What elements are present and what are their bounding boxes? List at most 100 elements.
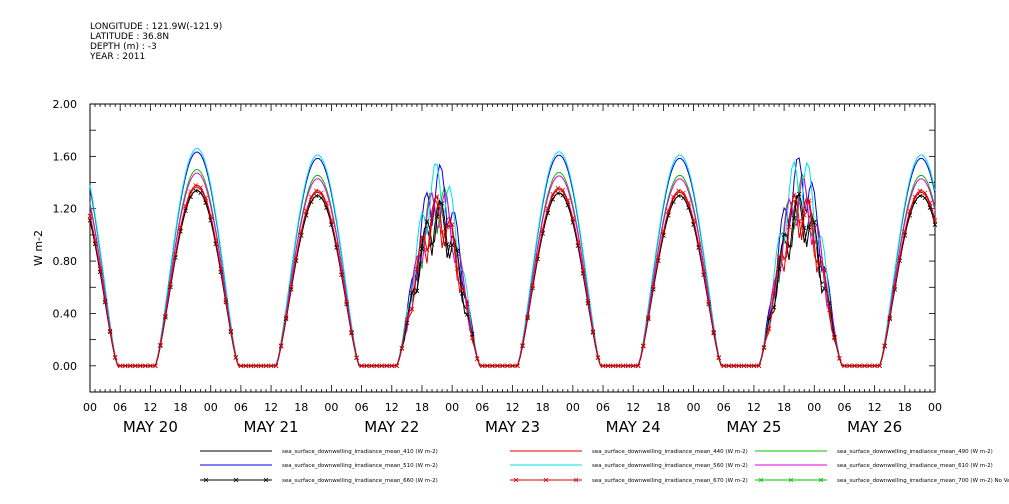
series-marker	[912, 194, 918, 200]
series-marker	[263, 363, 269, 369]
series-marker	[148, 363, 153, 369]
series-marker	[309, 194, 314, 200]
series-marker	[198, 185, 203, 190]
legend-swatch-marker	[263, 477, 269, 483]
series-marker	[907, 208, 913, 214]
legend-label: sea_surface_downwelling_irradiance_mean_…	[592, 463, 748, 469]
series-marker	[334, 241, 339, 247]
legend-swatch-marker	[233, 477, 239, 483]
series-marker	[178, 225, 183, 230]
legend-swatch-marker	[543, 477, 549, 483]
series-marker	[122, 363, 128, 369]
series-marker	[610, 363, 616, 369]
series-marker	[480, 363, 485, 369]
legend-label: sea_surface_downwelling_irradiance_mean_…	[837, 463, 993, 469]
series-marker	[464, 301, 470, 307]
series-marker	[691, 218, 696, 223]
x-tick-label: 12	[143, 401, 157, 414]
series-marker	[278, 343, 284, 348]
x-tick-label: 12	[385, 401, 399, 414]
x-tick-label: 00	[445, 401, 459, 414]
series-marker	[696, 241, 701, 247]
series-marker	[389, 363, 395, 369]
y-axis-label: W m-2	[32, 230, 45, 266]
series-marker	[198, 190, 203, 196]
series-marker	[706, 299, 711, 305]
series-marker	[661, 229, 666, 234]
series-marker	[560, 193, 566, 198]
series-marker	[117, 363, 123, 369]
series-marker	[409, 306, 415, 312]
x-tick-label: 00	[204, 401, 218, 414]
series-marker	[550, 192, 556, 197]
series-marker	[138, 363, 143, 369]
x-tick-label: 12	[747, 401, 761, 414]
series-marker	[716, 355, 722, 360]
legend-label: sea_surface_downwelling_irradiance_mean_…	[592, 478, 748, 484]
series-marker	[822, 285, 827, 291]
series-marker	[288, 284, 294, 290]
series-marker	[92, 237, 98, 243]
series-marker	[485, 363, 490, 369]
legend-label: sea_surface_downwelling_irradiance_mean_…	[282, 478, 438, 484]
series-marker	[298, 229, 304, 234]
series-marker	[640, 343, 646, 348]
series-marker	[293, 255, 299, 260]
series-marker	[218, 266, 224, 272]
series-marker	[922, 190, 928, 196]
series-marker	[630, 363, 636, 369]
series-marker	[404, 317, 410, 323]
series-marker	[781, 232, 787, 237]
x-tick-label: 00	[324, 401, 338, 414]
x-tick-label: 06	[837, 401, 851, 414]
series-marker	[686, 200, 691, 206]
x-tick-label: 18	[898, 401, 912, 414]
series-marker	[897, 255, 903, 260]
series-marker	[143, 363, 148, 369]
series-marker	[414, 288, 420, 294]
year-label: YEAR : 2011	[90, 52, 146, 62]
series-marker	[454, 266, 460, 271]
y-tick-label: 0.00	[53, 360, 78, 373]
series-marker	[646, 315, 651, 320]
series-marker	[872, 363, 877, 369]
series-marker	[615, 363, 621, 369]
series-marker	[490, 363, 495, 369]
y-tick-label: 2.00	[53, 98, 78, 111]
legend-label: sea_surface_downwelling_irradiance_mean_…	[592, 449, 748, 455]
y-tick-label: 0.80	[53, 255, 78, 268]
series-marker	[495, 363, 500, 369]
series-marker	[565, 198, 571, 203]
series-marker	[153, 363, 158, 369]
series-marker	[329, 218, 334, 223]
legend-label: sea_surface_downwelling_irradiance_mean_…	[837, 449, 993, 455]
series-marker	[671, 194, 676, 200]
series-marker	[469, 331, 475, 337]
legend-swatch-marker	[818, 477, 824, 483]
dataset-metadata: LONGITUDE : 121.9W(-121.9) LATITUDE : 36…	[90, 22, 222, 62]
legend-swatch-marker	[573, 477, 579, 483]
series-marker	[102, 298, 108, 303]
series-marker	[847, 363, 852, 369]
series-marker	[339, 269, 344, 275]
series-marker	[736, 363, 742, 369]
series-marker	[575, 239, 581, 245]
series-marker	[419, 234, 425, 240]
series-marker	[746, 363, 752, 369]
series-marker	[163, 313, 168, 319]
series-marker	[434, 214, 440, 220]
series-marker	[414, 266, 420, 272]
series-marker	[319, 195, 324, 201]
series-marker	[228, 328, 234, 334]
series-marker	[801, 212, 807, 218]
x-tick-label: 00	[687, 401, 701, 414]
series-marker	[223, 298, 229, 303]
series-marker	[600, 363, 606, 369]
x-tick-label: 00	[83, 401, 97, 414]
series-marker	[500, 363, 505, 369]
x-tick-label: 18	[415, 401, 429, 414]
series-marker	[193, 188, 198, 193]
series-marker	[439, 229, 445, 235]
x-tick-label: 12	[868, 401, 882, 414]
label-layer: 2.00 1.60 1.20 0.80 0.40 0.00 W m-2 00 06 12 18 00 0…	[32, 98, 942, 436]
